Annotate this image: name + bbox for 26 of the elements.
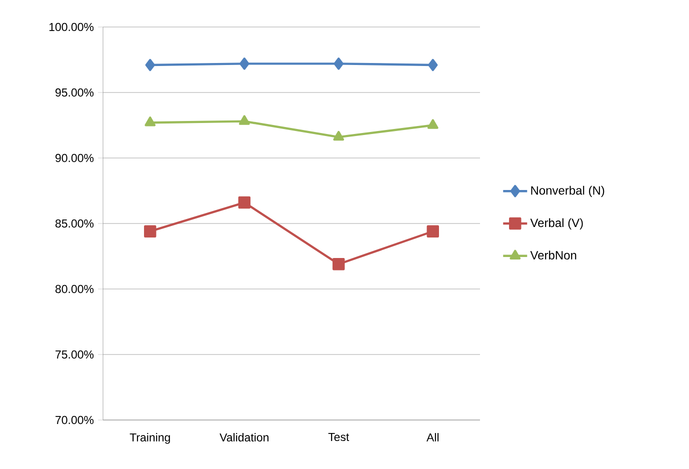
point (426, 225, 439, 238)
point (144, 225, 156, 238)
legend-label: VerbNon (530, 250, 576, 260)
y-tick-label: 80.00% (55, 284, 94, 294)
legend-label: Nonverbal (N) (531, 186, 604, 198)
point (428, 58, 438, 72)
point (145, 58, 155, 72)
point (427, 119, 438, 129)
legend-label: Verbal (V) (530, 218, 583, 230)
y-tick-label: 95.00% (56, 88, 94, 97)
y-tick-label: 100.00% (49, 22, 94, 32)
point (238, 115, 250, 125)
x-tick-label: All (426, 433, 438, 442)
y-tick-label: 70.00% (56, 416, 94, 424)
point (240, 58, 250, 70)
x-tick-label: Test (328, 433, 350, 442)
point (334, 58, 344, 70)
x-tick-label: Training (130, 433, 170, 444)
y-tick-label: 90.00% (56, 154, 94, 162)
point (238, 196, 250, 209)
point (144, 116, 156, 126)
y-tick-label: 75.00% (56, 350, 94, 359)
x-tick-label: Validation (220, 433, 268, 442)
y-tick-label: 85.00% (55, 219, 94, 228)
point (333, 130, 344, 141)
point (332, 258, 345, 270)
